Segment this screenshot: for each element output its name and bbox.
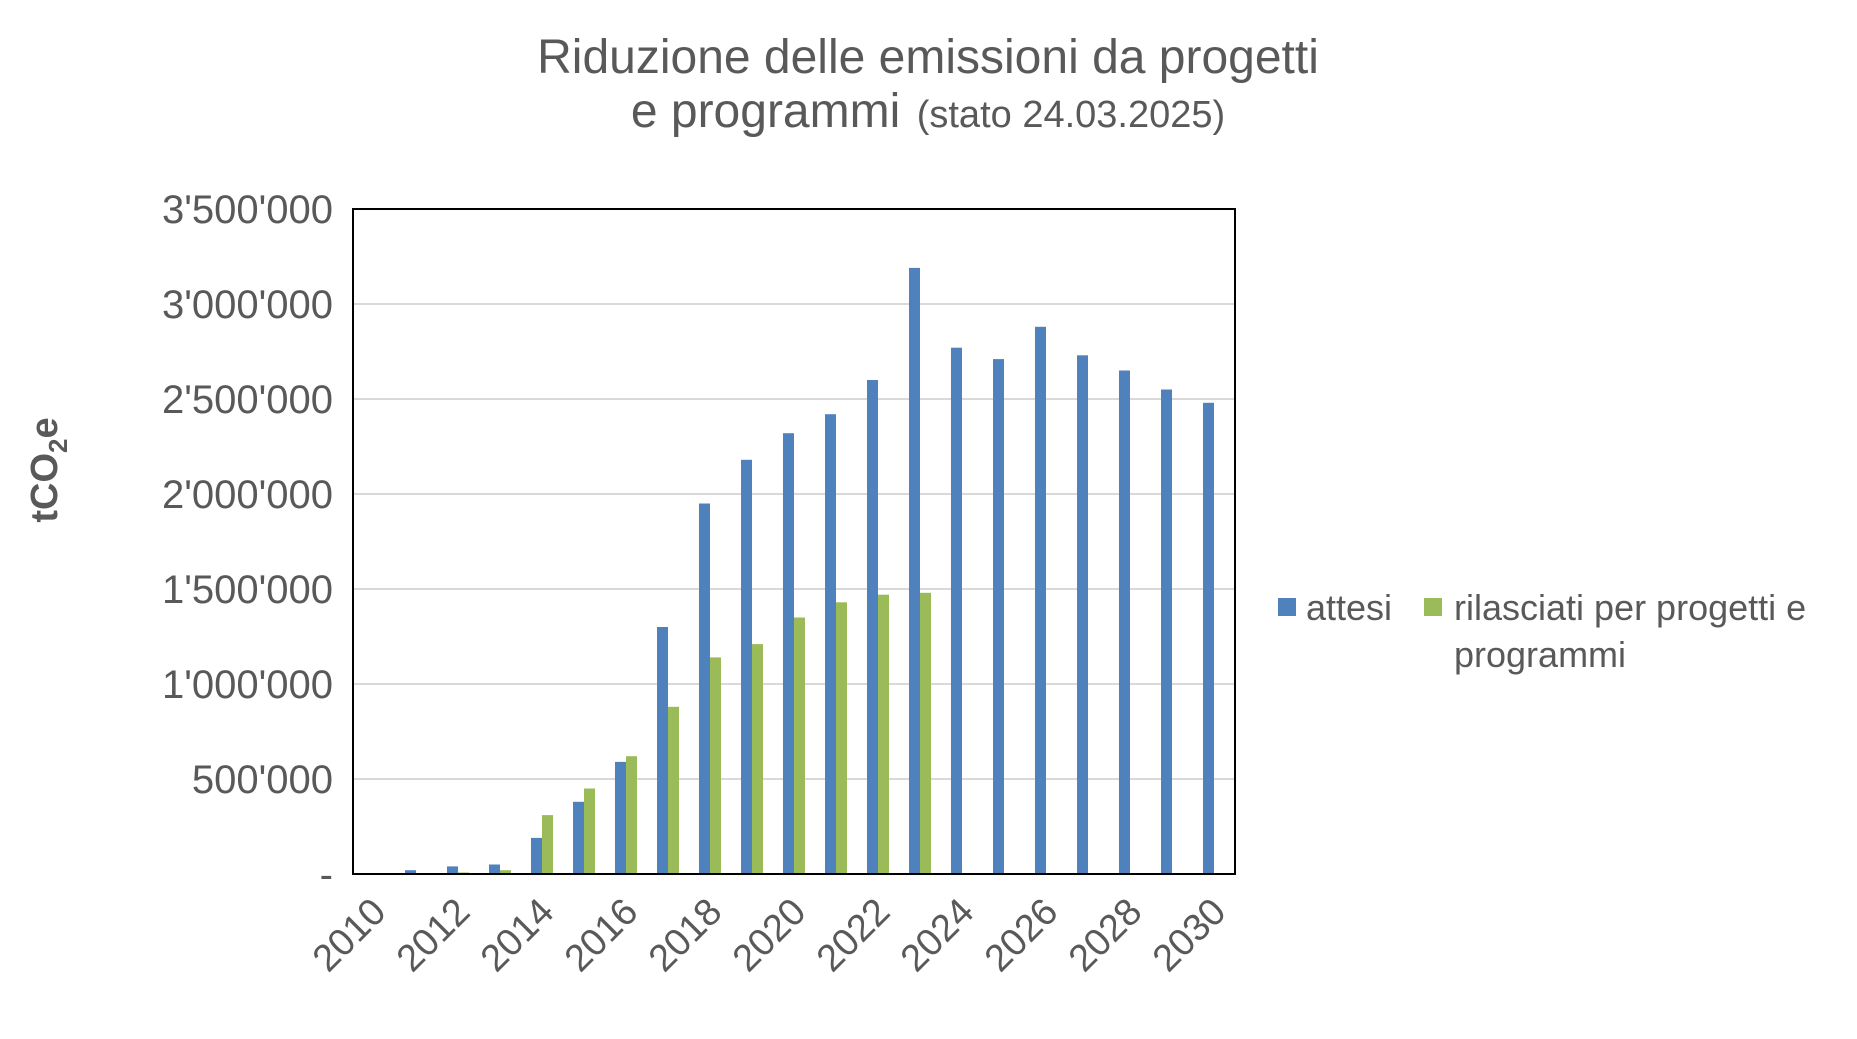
x-tick-label: 2026 — [977, 891, 1066, 980]
legend: attesi rilasciati per progetti e program… — [1278, 587, 1806, 675]
legend-label-attesi: attesi — [1306, 587, 1392, 628]
bar-attesi-2013 — [489, 864, 500, 874]
y-tick-label: 3'500'000 — [162, 188, 333, 232]
bar-attesi-2020 — [783, 433, 794, 874]
bar-attesi-2022 — [867, 380, 878, 874]
bar-rilasciati-2014 — [542, 815, 553, 874]
x-axis-ticks: 2010201220142016201820202022202420262028… — [305, 891, 1234, 980]
bar-rilasciati-2019 — [752, 644, 763, 874]
x-tick-label: 2018 — [641, 891, 730, 980]
bar-attesi-2029 — [1161, 389, 1172, 874]
chart-subtitle: (stato 24.03.2025) — [917, 94, 1225, 136]
plot-frame — [352, 208, 1236, 875]
x-tick-label: 2016 — [557, 891, 646, 980]
y-axis-label-main: tCO — [24, 453, 66, 523]
y-tick-label: - — [320, 853, 333, 897]
bar-rilasciati-2022 — [878, 594, 889, 874]
bar-rilasciati-2023 — [920, 592, 931, 874]
bar-attesi-2016 — [615, 761, 626, 874]
legend-swatch-rilasciati — [1424, 598, 1442, 616]
legend-label-rilasciati: rilasciati per progetti e — [1454, 587, 1806, 628]
bar-attesi-2030 — [1203, 402, 1214, 874]
bar-attesi-2024 — [951, 347, 962, 874]
bar-attesi-2015 — [573, 801, 584, 874]
bar-rilasciati-2017 — [668, 706, 679, 874]
x-tick-label: 2030 — [1145, 891, 1234, 980]
bar-rilasciati-2016 — [626, 756, 637, 874]
y-tick-label: 1'500'000 — [162, 568, 333, 612]
bar-attesi-2019 — [741, 459, 752, 874]
bars — [405, 267, 1214, 875]
bar-rilasciati-2021 — [836, 602, 847, 874]
y-tick-label: 2'500'000 — [162, 378, 333, 422]
y-axis-label-tail: e — [24, 417, 66, 438]
bar-attesi-2025 — [993, 359, 1004, 875]
bar-rilasciati-2013 — [500, 870, 511, 874]
x-tick-label: 2010 — [305, 891, 394, 980]
legend-swatch-attesi — [1278, 598, 1296, 616]
x-tick-label: 2014 — [473, 891, 562, 980]
x-tick-label: 2024 — [893, 891, 982, 980]
chart-title-line2: e programmi (stato 24.03.2025) — [631, 85, 1225, 138]
bar-rilasciati-2015 — [584, 788, 595, 874]
y-tick-label: 1'000'000 — [162, 663, 333, 707]
chart-title: Riduzione delle emissioni da progetti — [537, 31, 1319, 84]
chart-title-line2-text: e programmi — [631, 85, 900, 138]
legend-label-rilasciati-line2: programmi — [1454, 634, 1626, 675]
bar-attesi-2028 — [1119, 370, 1130, 874]
y-axis-ticks: - 500'000 1'000'000 1'500'000 2'000'000 2'500… — [162, 188, 333, 897]
x-tick-label: 2028 — [1061, 891, 1150, 980]
bar-attesi-2014 — [531, 837, 542, 874]
bar-rilasciati-2018 — [710, 657, 721, 874]
y-tick-label: 2'000'000 — [162, 473, 333, 517]
y-axis-label: tCO2e — [24, 417, 73, 522]
bar-attesi-2026 — [1035, 326, 1046, 874]
y-tick-label: 500'000 — [192, 758, 333, 802]
y-tick-label: 3'000'000 — [162, 283, 333, 327]
bar-attesi-2011 — [405, 870, 416, 874]
bar-attesi-2021 — [825, 414, 836, 874]
y-axis-label-subscript: 2 — [43, 439, 73, 453]
x-tick-label: 2012 — [389, 891, 478, 980]
bar-attesi-2017 — [657, 627, 668, 874]
bar-attesi-2012 — [447, 866, 458, 874]
bar-attesi-2027 — [1077, 355, 1088, 874]
x-tick-label: 2022 — [809, 891, 898, 980]
bar-rilasciati-2020 — [794, 617, 805, 874]
bar-attesi-2018 — [699, 503, 710, 874]
bar-attesi-2023 — [909, 267, 920, 874]
x-tick-label: 2020 — [725, 891, 814, 980]
